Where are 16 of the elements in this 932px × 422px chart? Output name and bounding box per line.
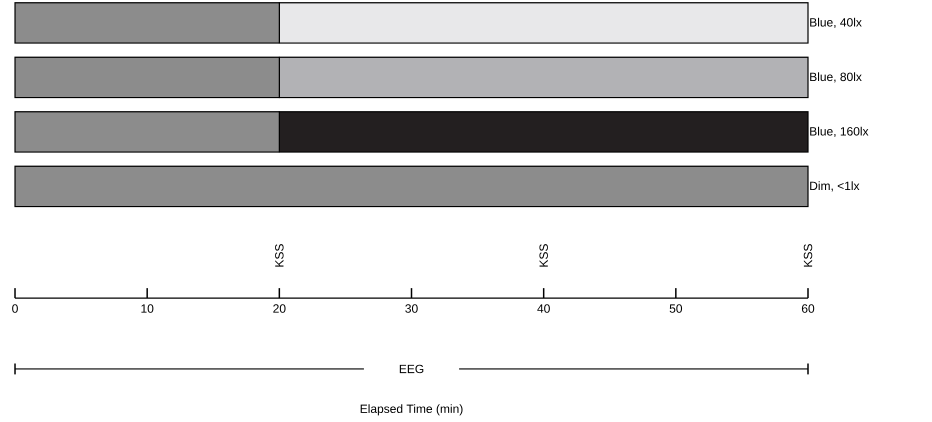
y-tick-label: Blue, 160lx	[810, 126, 868, 138]
y-tick-label: Blue, 80lx	[810, 72, 862, 83]
text: KSS	[275, 244, 284, 267]
x-tick-label: 30	[405, 304, 418, 313]
text: KSS	[539, 244, 548, 267]
x-tick-label: 60	[802, 304, 814, 313]
text: KSS	[804, 244, 812, 267]
text: EEG	[400, 364, 424, 374]
x-tick-label: 0	[12, 304, 18, 313]
x-tick-label: 40	[537, 304, 550, 313]
x-tick-label: 20	[273, 304, 286, 313]
text: Elapsed Time (min)	[360, 404, 463, 416]
y-tick-label: Blue, 40lx	[810, 18, 862, 28]
x-tick-label: 10	[141, 304, 154, 313]
y-tick-label: Dim, <1lx	[810, 181, 860, 192]
x-tick-label: 50	[670, 304, 682, 313]
